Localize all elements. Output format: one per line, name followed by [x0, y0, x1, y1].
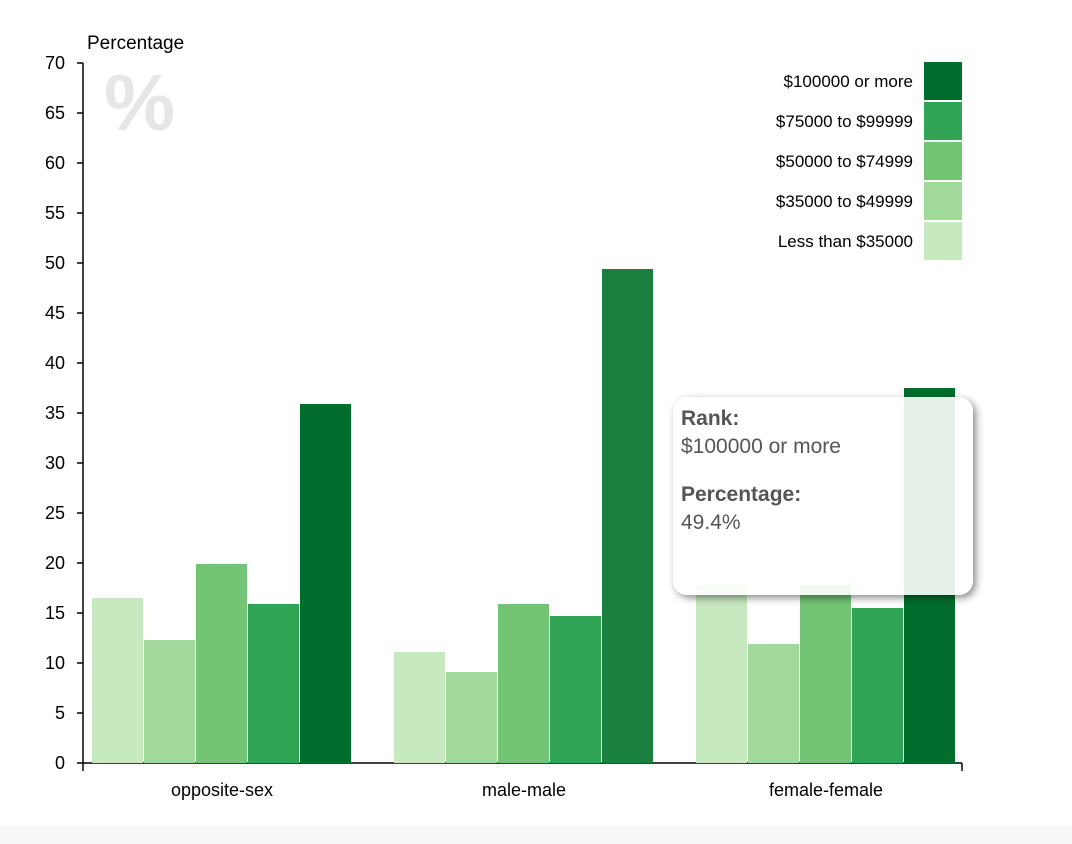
x-category-label: opposite-sex	[171, 780, 273, 800]
y-tick-label: 65	[45, 103, 65, 123]
bar-tooltip: Rank: $100000 or more Percentage: 49.4%	[673, 397, 973, 595]
y-tick-label: 40	[45, 353, 65, 373]
bar[interactable]	[300, 404, 351, 763]
bar[interactable]	[446, 672, 497, 763]
bar[interactable]	[248, 604, 299, 763]
y-tick-label: 30	[45, 453, 65, 473]
y-axis-label: Percentage	[87, 33, 184, 54]
y-tick-label: 35	[45, 403, 65, 423]
y-tick-label: 0	[55, 753, 65, 773]
tooltip-rank-label: Rank:	[681, 407, 740, 430]
legend-swatch	[924, 62, 962, 100]
bar[interactable]	[800, 585, 851, 763]
legend-label: $100000 or more	[784, 72, 913, 91]
legend-swatch	[924, 222, 962, 260]
legend-swatch	[924, 102, 962, 140]
x-category-label: male-male	[482, 780, 566, 800]
legend-label: $35000 to $49999	[776, 192, 913, 211]
bar[interactable]	[852, 608, 903, 763]
y-tick-label: 10	[45, 653, 65, 673]
legend: $100000 or more $75000 to $99999 $50000 to…	[776, 62, 962, 260]
bar[interactable]	[498, 604, 549, 763]
x-category-label: female-female	[769, 780, 883, 800]
bar[interactable]	[550, 616, 601, 763]
bar[interactable]	[144, 640, 195, 763]
y-tick-label: 50	[45, 253, 65, 273]
bar[interactable]	[748, 644, 799, 763]
bar[interactable]	[602, 269, 653, 763]
y-tick-label: 70	[45, 53, 65, 73]
bar[interactable]	[394, 652, 445, 763]
y-tick-label: 15	[45, 603, 65, 623]
tooltip-rank-value: $100000 or more	[681, 435, 841, 458]
tooltip-percentage-value: 49.4%	[681, 511, 741, 534]
percent-watermark: %	[104, 58, 175, 147]
y-tick-label: 25	[45, 503, 65, 523]
bar[interactable]	[92, 598, 143, 763]
legend-label: $75000 to $99999	[776, 112, 913, 131]
legend-label: $50000 to $74999	[776, 152, 913, 171]
tooltip-percentage-label: Percentage:	[681, 483, 802, 506]
y-tick-label: 20	[45, 553, 65, 573]
y-tick-label: 60	[45, 153, 65, 173]
y-tick-label: 45	[45, 303, 65, 323]
bar[interactable]	[196, 564, 247, 763]
y-axis: 0 5 10 15 20 25 30 35 40 45 50 55 60 65 70	[45, 53, 84, 773]
bar[interactable]	[696, 585, 747, 763]
footer-band	[0, 826, 1072, 844]
legend-swatch	[924, 182, 962, 220]
y-tick-label: 5	[55, 703, 65, 723]
x-axis: opposite-sex male-male female-female	[82, 762, 963, 800]
legend-label: Less than $35000	[778, 232, 913, 251]
legend-swatch	[924, 142, 962, 180]
y-tick-label: 55	[45, 203, 65, 223]
